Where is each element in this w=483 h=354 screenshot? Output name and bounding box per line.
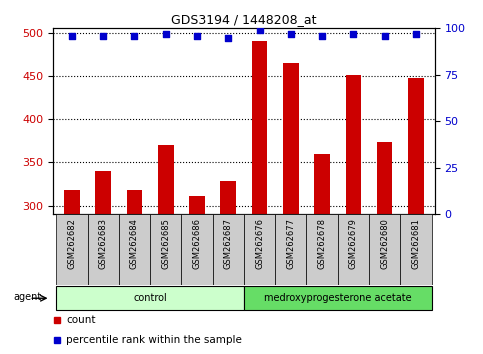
Bar [56, 286, 244, 310]
Text: GSM262684: GSM262684 [130, 218, 139, 269]
Text: GSM262686: GSM262686 [193, 218, 201, 269]
Text: GSM262680: GSM262680 [380, 218, 389, 269]
Point [225, 35, 232, 40]
Bar [369, 214, 400, 285]
Bar [275, 214, 307, 285]
Text: GSM262679: GSM262679 [349, 218, 358, 269]
Text: GSM262682: GSM262682 [68, 218, 76, 269]
Text: medroxyprogesterone acetate: medroxyprogesterone acetate [264, 293, 412, 303]
Bar [244, 286, 432, 310]
Bar [56, 214, 87, 285]
Bar [283, 63, 298, 354]
Bar [377, 142, 393, 354]
Text: GSM262676: GSM262676 [255, 218, 264, 269]
Text: control: control [133, 293, 167, 303]
Text: agent: agent [14, 292, 42, 302]
Text: GSM262678: GSM262678 [318, 218, 327, 269]
Bar [95, 171, 111, 354]
Text: GSM262677: GSM262677 [286, 218, 295, 269]
Bar [408, 79, 424, 354]
Bar [158, 145, 173, 354]
Bar [87, 214, 119, 285]
Bar [213, 214, 244, 285]
Bar [252, 41, 268, 354]
Text: GSM262685: GSM262685 [161, 218, 170, 269]
Point [350, 31, 357, 37]
Bar [64, 190, 80, 354]
Bar [307, 214, 338, 285]
Bar [119, 214, 150, 285]
Bar [314, 154, 330, 354]
Bar [345, 75, 361, 354]
Text: percentile rank within the sample: percentile rank within the sample [67, 335, 242, 345]
Bar [127, 190, 142, 354]
Bar [244, 214, 275, 285]
Text: GSM262687: GSM262687 [224, 218, 233, 269]
Text: GSM262681: GSM262681 [412, 218, 420, 269]
Point [99, 33, 107, 39]
Point [256, 27, 263, 33]
Bar [150, 214, 181, 285]
Bar [181, 214, 213, 285]
Point [381, 33, 388, 39]
Bar [189, 196, 205, 354]
Title: GDS3194 / 1448208_at: GDS3194 / 1448208_at [171, 13, 317, 26]
Bar [220, 181, 236, 354]
Bar [400, 214, 432, 285]
Point [318, 33, 326, 39]
Point [287, 31, 295, 37]
Bar [338, 214, 369, 285]
Point [162, 31, 170, 37]
Text: GSM262683: GSM262683 [99, 218, 108, 269]
Point [68, 33, 76, 39]
Text: count: count [67, 315, 96, 325]
Point [412, 31, 420, 37]
Point [193, 33, 201, 39]
Point [130, 33, 138, 39]
